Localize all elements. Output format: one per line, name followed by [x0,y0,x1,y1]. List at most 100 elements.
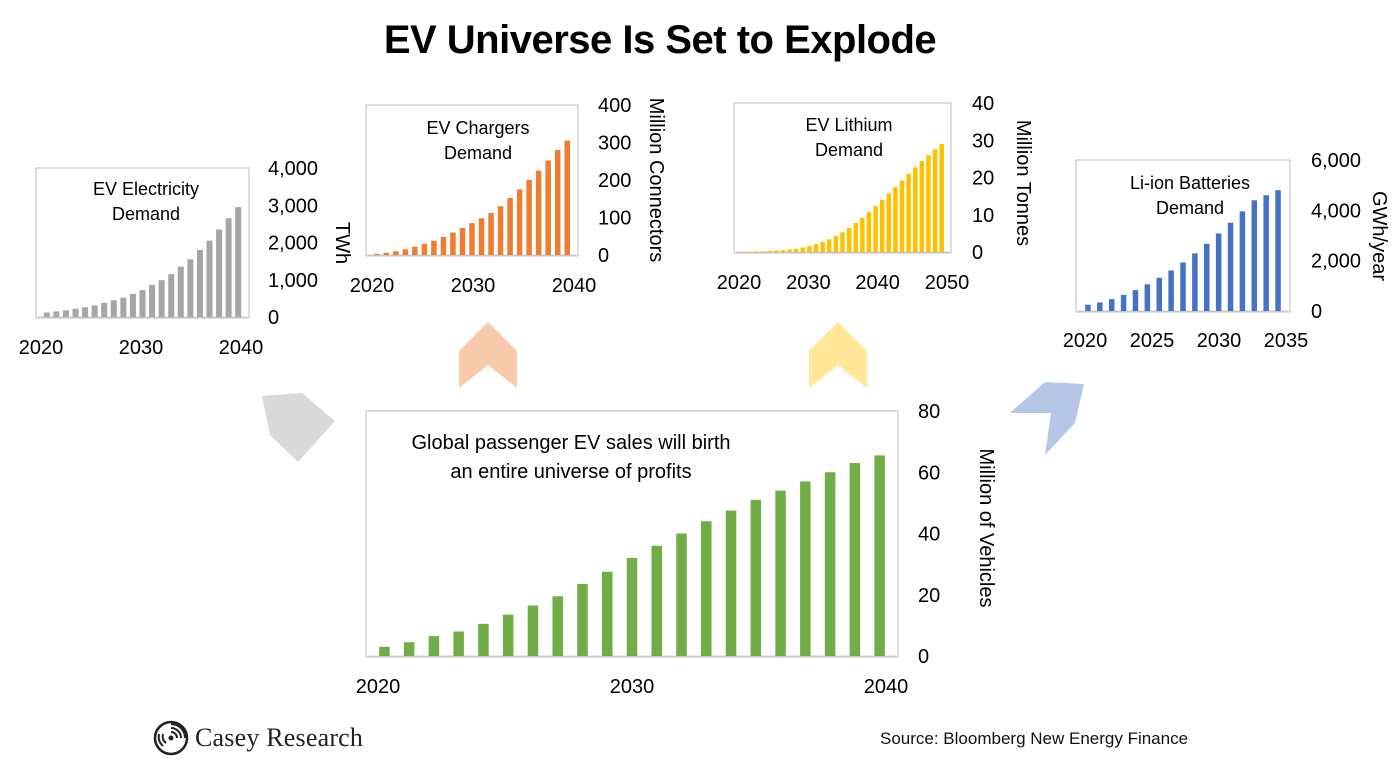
y-tick-label: 0 [918,646,929,668]
bar-ev-sales-2039 [849,463,861,656]
y-tick-label: 20 [918,585,940,607]
bar-electricity-2022 [62,310,69,317]
bar-chargers-2035 [516,189,523,256]
bar-electricity-2027 [110,300,117,317]
bar-lithium-2044 [899,180,905,252]
source-note: Source: Bloomberg New Energy Finance [880,729,1189,748]
bar-ev-sales-2030 [626,558,638,656]
bar-batteries-2019 [1085,304,1091,311]
bar-chargers-2026 [431,240,437,255]
bar-lithium-2021 [747,251,753,253]
x-tick-label: 2030 [1197,330,1242,352]
bar-lithium-2045 [906,173,911,252]
bar-chargers-2030 [469,223,475,256]
bar-ev-sales-2028 [577,584,588,656]
y-tick-label: 4,000 [268,158,318,180]
y-tick-label: 60 [918,462,940,484]
bar-electricity-2036 [196,249,203,317]
bar-ev-sales-2040 [874,455,885,656]
x-tick-label: 2020 [1063,330,1108,352]
y-tick-label: 0 [268,307,279,329]
y-tick-label: 1,000 [268,270,318,292]
bar-lithium-2027 [787,249,792,252]
x-tick-label: 2035 [1264,330,1309,352]
bar-chargers-2036 [526,180,532,255]
arrow-to-batteries-icon [1010,382,1084,455]
bar-lithium-2040 [873,206,878,252]
bar-electricity-2037 [206,240,213,317]
bar-electricity-2032 [158,280,165,317]
bar-lithium-2046 [912,167,918,252]
bar-chargers-2025 [421,243,428,255]
bar-chargers-2024 [412,246,418,255]
bar-lithium-2022 [754,251,759,253]
x-tick-label: 2030 [119,337,164,359]
bar-lithium-2048 [926,155,931,252]
bar-lithium-2039 [866,212,872,252]
y-tick-label: 6,000 [1311,150,1361,172]
y-axis-label: Million Connectors [645,98,667,263]
bar-chargers-2020 [374,253,380,256]
bar-lithium-2047 [919,161,925,252]
x-tick-label: 2030 [451,275,496,297]
bar-electricity-2029 [129,293,136,317]
bar-chargers-2040 [564,140,570,256]
bar-batteries-2026 [1168,270,1174,311]
bar-lithium-2029 [800,247,806,252]
bar-batteries-2021 [1108,299,1115,311]
bar-electricity-2034 [177,266,184,317]
y-tick-label: 40 [972,93,994,115]
bar-lithium-2033 [827,239,832,252]
x-tick-label: 2020 [19,337,64,359]
y-tick-label: 400 [598,95,631,117]
bar-chargers-2039 [554,150,561,255]
bar-lithium-2050 [939,143,944,252]
y-tick-label: 200 [598,170,631,192]
bar-lithium-2034 [833,235,839,252]
bar-chargers-2038 [545,160,551,255]
bar-ev-sales-2035 [750,499,762,656]
y-tick-label: 100 [598,208,631,230]
bar-lithium-2028 [793,248,799,252]
x-tick-label: 2050 [925,272,970,294]
bar-batteries-2033 [1251,200,1258,311]
chart-title-line: Demand [1156,198,1224,218]
bar-lithium-2032 [820,241,825,252]
y-tick-label: 20 [972,168,994,190]
bar-electricity-2040 [235,207,242,317]
casey-research-logo: Casey Research [153,718,363,758]
y-tick-label: 2,000 [268,233,318,255]
bar-lithium-2035 [840,232,845,252]
chart-title-line: EV Chargers [426,118,529,138]
bar-electricity-2021 [53,311,60,317]
bar-lithium-2038 [860,217,865,252]
chart-title-line: an entire universe of profits [450,461,691,483]
y-axis-label: TWh [331,222,353,264]
y-tick-label: 80 [918,401,940,423]
bar-electricity-2035 [187,259,194,317]
bar-lithium-2049 [932,149,938,252]
x-tick-label: 2020 [350,275,395,297]
bar-chargers-2023 [402,249,409,256]
bar-batteries-2028 [1192,253,1198,311]
spiral-logo-icon [153,720,189,756]
bar-electricity-2028 [120,297,127,317]
x-tick-label: 2040 [864,676,909,698]
bar-ev-sales-2027 [552,596,563,656]
logo-wordmark: Casey Research [195,723,364,752]
bar-ev-sales-2023 [453,631,464,656]
bar-electricity-2039 [225,218,232,317]
bar-ev-sales-2022 [428,636,440,656]
bar-electricity-2023 [72,308,79,317]
arrow-to-chargers-icon [459,322,517,388]
page-title: EV Universe Is Set to Explode [383,18,937,62]
bar-chargers-2032 [488,213,494,255]
y-tick-label: 0 [972,242,983,264]
bar-lithium-2031 [813,244,819,252]
bar-lithium-2020 [741,251,746,253]
